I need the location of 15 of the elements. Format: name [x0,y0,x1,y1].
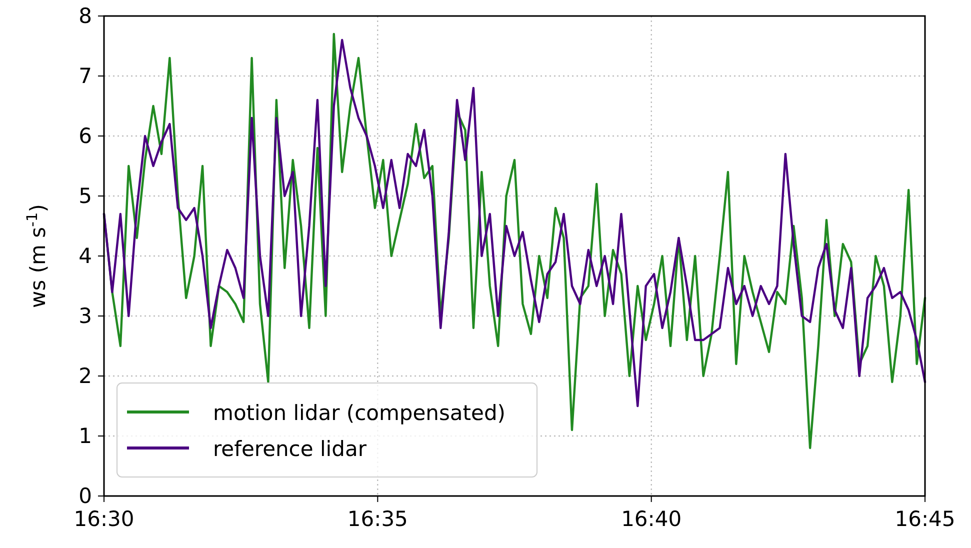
y-tick-label: 0 [78,484,92,508]
x-tick-label: 16:45 [894,507,956,531]
y-tick-label: 8 [78,4,92,28]
y-tick-label: 2 [78,364,92,388]
legend-label: reference lidar [213,437,367,461]
legend-label: motion lidar (compensated) [213,401,506,425]
y-tick-label: 7 [78,64,92,88]
x-tick-label: 16:40 [621,507,682,531]
y-tick-label: 4 [78,244,92,268]
y-tick-label: 5 [78,184,92,208]
x-tick-label: 16:30 [74,507,134,531]
y-tick-label: 1 [78,424,92,448]
y-tick-label: 6 [78,124,92,148]
y-tick-label: 3 [78,304,92,328]
x-tick-label: 16:35 [347,507,408,531]
